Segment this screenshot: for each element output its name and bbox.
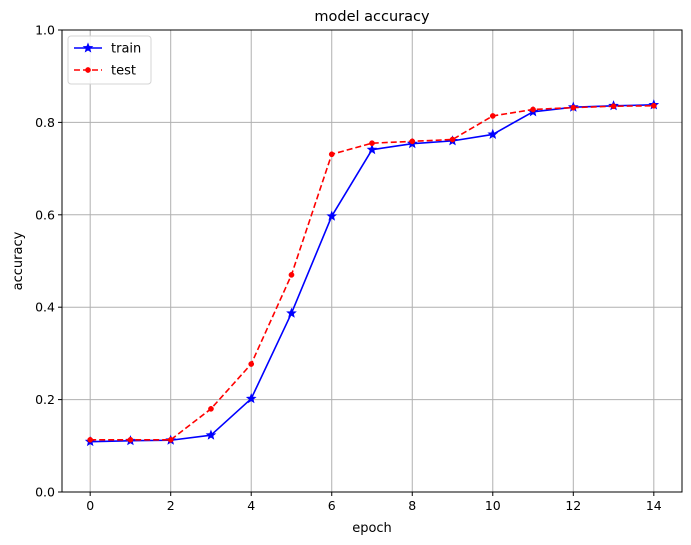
series-test [87,102,657,443]
test-point [409,138,416,145]
train-point [366,144,378,155]
legend-entry-test: test [74,64,136,79]
x-tick-label: 10 [485,498,501,513]
x-tick-label: 6 [328,498,336,513]
test-point [167,436,174,443]
x-tick-label: 8 [408,498,416,513]
y-tick-label: 0.4 [35,300,55,315]
test-line [90,104,654,441]
test-point [328,151,335,158]
x-axis-label: epoch [352,521,392,536]
plot-frame [61,29,683,493]
x-tick-label: 2 [167,498,175,513]
train-point [326,210,338,221]
test-point [208,405,214,412]
train-point [205,429,217,440]
test-point [369,140,375,147]
test-point [87,436,94,443]
x-tick-label: 12 [565,498,581,513]
train-point [245,393,257,404]
test-point [449,136,456,143]
x-axis: 0 2 4 6 8 10 12 14 [86,492,662,513]
test-point [610,103,617,110]
test-point [530,106,536,113]
chart-title: model accuracy [314,9,430,25]
train-point [286,307,297,318]
test-point [288,272,295,278]
legend-label: train [111,42,141,57]
y-tick-label: 0.6 [35,207,55,222]
y-tick-label: 0.0 [35,485,55,500]
y-axis-label: accuracy [11,231,26,290]
y-axis: 0.0 0.2 0.4 0.6 0.8 1.0 [35,23,62,500]
series-layer [84,99,660,447]
x-tick-label: 14 [646,498,662,513]
train-line [90,104,654,443]
x-tick-label: 0 [86,498,94,513]
legend-entry-train: train [74,42,141,57]
y-tick-label: 0.8 [35,115,55,130]
test-point [650,102,657,109]
series-train [84,99,660,447]
test-point [127,436,134,443]
legend-label: test [111,64,136,79]
train-point [487,128,499,139]
y-tick-label: 1.0 [35,23,55,38]
legend: train test [67,35,152,85]
x-tick-label: 4 [247,498,255,513]
test-point [570,104,577,111]
grid [62,29,682,493]
y-tick-label: 0.2 [35,392,55,407]
legend-marker [85,67,91,73]
legend-marker [82,42,94,53]
test-point [248,361,255,367]
test-point [489,113,496,119]
